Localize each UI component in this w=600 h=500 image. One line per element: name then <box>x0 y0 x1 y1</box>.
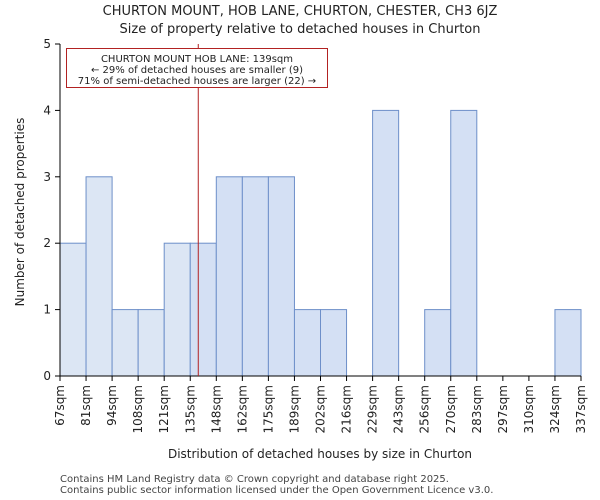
histogram-bar <box>241 176 269 377</box>
histogram-bar <box>267 176 295 377</box>
y-tick-label: 1 <box>43 303 51 317</box>
histogram-bar <box>450 109 478 377</box>
x-tick-label: 256sqm <box>418 385 432 433</box>
annotation-line-3: 71% of semi-detached houses are larger (… <box>77 76 317 87</box>
x-tick-label: 270sqm <box>444 385 458 433</box>
x-tick-label: 243sqm <box>392 385 406 433</box>
histogram-bar <box>293 309 322 377</box>
footer-line-2: Contains public sector information licen… <box>60 485 494 496</box>
annotation-line-2: ← 29% of detached houses are smaller (9) <box>91 65 303 76</box>
y-tick-label: 0 <box>43 369 51 383</box>
x-tick-label: 94sqm <box>105 385 119 426</box>
x-tick-label: 337sqm <box>574 385 588 433</box>
x-tick-label: 297sqm <box>496 385 510 433</box>
histogram-bar <box>163 242 191 377</box>
y-tick-label: 2 <box>43 236 51 250</box>
x-tick-label: 283sqm <box>470 385 484 433</box>
x-axis-label: Distribution of detached houses by size … <box>167 447 473 461</box>
x-tick-label: 189sqm <box>287 385 301 433</box>
chart-title: CHURTON MOUNT, HOB LANE, CHURTON, CHESTE… <box>102 4 498 19</box>
annotation-line-1: CHURTON MOUNT HOB LANE: 139sqm <box>100 54 294 65</box>
histogram-bar <box>137 309 165 377</box>
histogram-bar <box>554 309 582 377</box>
x-tick-label: 202sqm <box>314 385 328 433</box>
y-tick-label: 5 <box>43 37 51 51</box>
x-tick-label: 216sqm <box>340 385 354 433</box>
x-tick-label: 229sqm <box>366 385 380 433</box>
x-tick-label: 162sqm <box>235 385 249 433</box>
histogram-bar <box>424 309 452 377</box>
x-tick-label: 310sqm <box>522 385 536 433</box>
chart-subtitle: Size of property relative to detached ho… <box>119 22 481 37</box>
histogram-bar <box>372 109 400 377</box>
annotation-box: CHURTON MOUNT HOB LANE: 139sqm ← 29% of … <box>66 48 328 88</box>
histogram-bar <box>215 176 243 377</box>
x-tick-label: 175sqm <box>261 385 275 433</box>
x-tick-label: 324sqm <box>548 385 562 433</box>
histogram-bar <box>59 242 87 377</box>
x-tick-label: 108sqm <box>131 385 145 433</box>
y-tick-label: 3 <box>43 170 51 184</box>
histogram-bar <box>189 242 217 377</box>
x-tick-label: 135sqm <box>183 385 197 433</box>
x-tick-label: 148sqm <box>209 385 223 433</box>
x-tick-label: 81sqm <box>79 385 93 426</box>
histogram-bar <box>320 309 348 377</box>
y-tick-label: 4 <box>43 103 51 117</box>
y-axis-label: Number of detached properties <box>13 117 27 307</box>
x-tick-label: 121sqm <box>157 385 171 433</box>
histogram-bar <box>111 309 139 377</box>
histogram-bar <box>85 176 113 377</box>
x-tick-label: 67sqm <box>53 385 67 426</box>
footer-line-1: Contains HM Land Registry data © Crown c… <box>60 474 449 485</box>
